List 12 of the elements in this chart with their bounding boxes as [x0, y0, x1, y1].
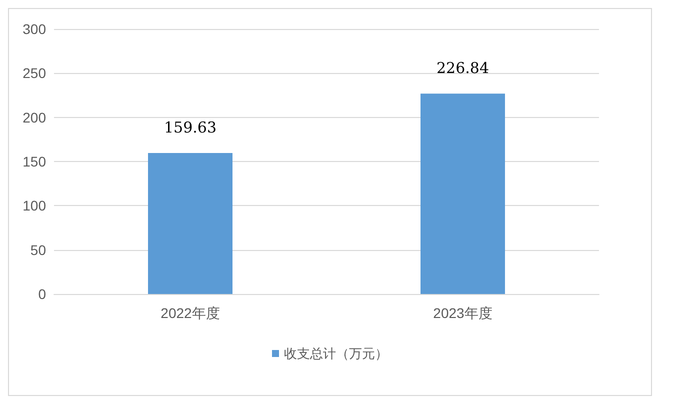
y-tick-label: 100: [22, 198, 46, 214]
x-tick-label: 2023年度: [433, 305, 492, 321]
y-tick-label: 150: [22, 154, 46, 170]
y-tick-label: 300: [22, 21, 46, 37]
y-tick-label: 50: [30, 242, 46, 258]
y-tick-label: 250: [22, 65, 46, 82]
legend-label: 收支总计（万元）: [284, 346, 388, 361]
x-tick-label: 2022年度: [160, 305, 220, 321]
data-label: 159.63: [164, 118, 216, 136]
data-label: 226.84: [436, 59, 489, 78]
y-tick-label: 0: [38, 286, 46, 302]
y-tick-label: 200: [22, 109, 46, 126]
